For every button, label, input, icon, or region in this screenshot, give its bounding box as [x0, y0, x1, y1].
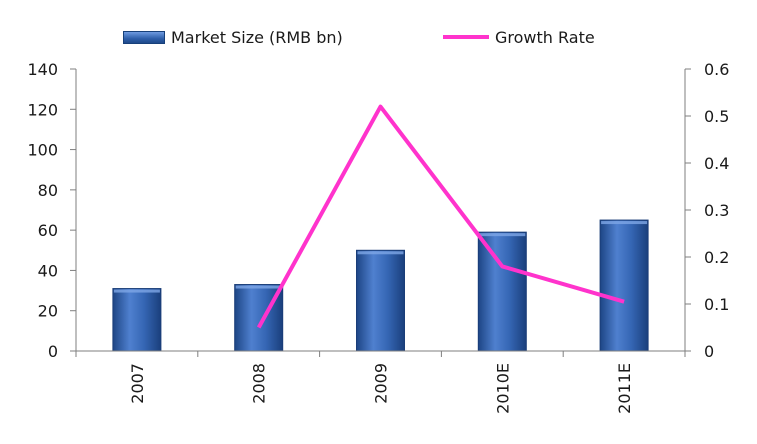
y-tick-label-left: 140 [27, 60, 58, 79]
bar [477, 231, 527, 352]
legend-swatch-line [443, 35, 489, 39]
x-tick-label: 2009 [372, 363, 391, 404]
bar [599, 219, 649, 352]
x-tick-label: 2007 [128, 363, 147, 404]
x-tick-label: 2011E [615, 363, 634, 414]
legend-swatch-bar [123, 30, 165, 44]
bar [356, 249, 405, 352]
y-tick-label-left: 20 [38, 302, 58, 321]
bar-highlight [357, 251, 404, 255]
legend-item-market-size: Market Size (RMB bn) [123, 26, 343, 48]
y-tick-label-right: 0.3 [704, 201, 729, 220]
y-tick-label-left: 80 [38, 181, 58, 200]
x-tick-label: 2010E [493, 363, 512, 414]
legend-item-growth-rate: Growth Rate [443, 26, 595, 48]
legend-label-growth-rate: Growth Rate [495, 27, 595, 47]
legend-label-market-size: Market Size (RMB bn) [171, 27, 343, 47]
y-tick-label-right: 0.6 [704, 60, 729, 79]
y-tick-label-left: 60 [38, 221, 58, 240]
bar-highlight [479, 233, 526, 237]
y-tick-label-left: 40 [38, 261, 58, 280]
y-tick-label-left: 0 [48, 342, 58, 361]
y-tick-label-left: 100 [27, 141, 58, 160]
y-tick-label-right: 0 [704, 342, 714, 361]
y-tick-label-right: 0.2 [704, 248, 729, 267]
bar [112, 288, 162, 352]
x-tick-label: 2008 [250, 363, 269, 404]
bar-highlight [235, 285, 282, 289]
y-tick-label-right: 0.4 [704, 154, 729, 173]
y-tick-label-right: 0.1 [704, 295, 729, 314]
bar-highlight [113, 289, 160, 293]
growth-rate-line [256, 104, 625, 329]
bar-highlight [601, 221, 648, 225]
y-tick-label-right: 0.5 [704, 107, 729, 126]
y-tick-label-left: 120 [27, 100, 58, 119]
